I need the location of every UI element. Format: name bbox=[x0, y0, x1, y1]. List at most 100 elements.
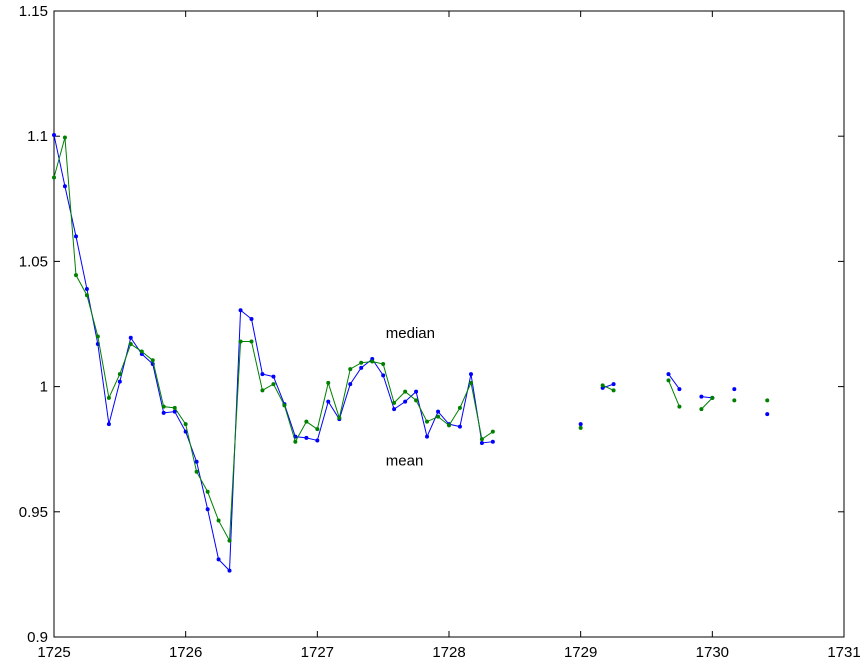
data-point bbox=[414, 389, 419, 394]
x-tick-label: 1730 bbox=[696, 644, 729, 661]
data-point bbox=[447, 423, 451, 428]
data-point bbox=[106, 422, 111, 427]
data-point bbox=[117, 372, 122, 377]
series-line bbox=[668, 373, 680, 390]
data-point bbox=[611, 382, 616, 387]
plot-frame bbox=[53, 10, 845, 638]
data-point bbox=[359, 365, 364, 370]
data-point bbox=[52, 132, 56, 137]
data-point bbox=[699, 394, 704, 399]
data-point bbox=[436, 409, 441, 414]
data-point bbox=[271, 382, 276, 387]
data-point bbox=[699, 407, 704, 412]
data-point bbox=[611, 388, 616, 393]
annotation-label: mean bbox=[386, 452, 424, 469]
y-tick-label: 1.1 bbox=[27, 128, 48, 145]
data-point bbox=[139, 349, 144, 354]
data-point bbox=[381, 373, 386, 378]
data-point bbox=[128, 342, 133, 347]
data-point bbox=[414, 398, 419, 403]
data-point bbox=[238, 308, 243, 313]
data-point bbox=[600, 383, 605, 388]
data-point bbox=[710, 395, 715, 400]
data-point bbox=[490, 429, 495, 434]
data-point bbox=[216, 518, 221, 523]
data-point bbox=[249, 316, 254, 321]
data-point bbox=[578, 425, 583, 430]
data-point bbox=[117, 379, 122, 384]
data-point bbox=[315, 438, 320, 443]
data-point bbox=[271, 374, 276, 379]
data-point bbox=[84, 286, 89, 291]
data-point bbox=[216, 557, 221, 562]
data-point bbox=[457, 405, 462, 410]
data-point bbox=[677, 404, 682, 409]
data-point bbox=[293, 439, 298, 444]
data-point bbox=[249, 339, 254, 344]
data-point bbox=[128, 335, 133, 340]
y-tick-label: 1.05 bbox=[19, 253, 48, 270]
data-point bbox=[194, 469, 199, 474]
data-point bbox=[732, 398, 737, 403]
data-point bbox=[205, 507, 210, 512]
data-point bbox=[425, 419, 430, 424]
data-point bbox=[578, 422, 583, 427]
data-point bbox=[150, 358, 155, 363]
data-point bbox=[677, 387, 682, 392]
x-tick-label: 1728 bbox=[432, 644, 465, 661]
data-point bbox=[732, 387, 737, 392]
data-point bbox=[479, 437, 484, 442]
data-point bbox=[403, 399, 408, 404]
data-point bbox=[52, 175, 56, 180]
data-point bbox=[304, 419, 309, 424]
data-point bbox=[161, 404, 166, 409]
data-point bbox=[73, 273, 78, 278]
data-point bbox=[468, 380, 473, 385]
data-point bbox=[359, 360, 364, 365]
data-point bbox=[403, 389, 408, 394]
data-point bbox=[315, 427, 320, 432]
data-point bbox=[62, 135, 67, 140]
data-point bbox=[62, 184, 67, 189]
x-tick-label: 1726 bbox=[169, 644, 202, 661]
data-point bbox=[95, 334, 100, 339]
data-point bbox=[238, 339, 243, 344]
series-1 bbox=[52, 135, 770, 543]
data-point bbox=[304, 435, 309, 440]
data-point bbox=[666, 372, 671, 377]
data-point bbox=[425, 434, 430, 439]
x-tick-label: 1725 bbox=[37, 644, 70, 661]
data-point bbox=[73, 234, 78, 239]
data-point bbox=[326, 399, 331, 404]
data-point bbox=[392, 400, 397, 405]
x-tick-label: 1727 bbox=[301, 644, 334, 661]
data-point bbox=[457, 424, 462, 429]
series-line bbox=[602, 384, 614, 391]
data-point bbox=[260, 388, 265, 393]
annotation-label: median bbox=[386, 325, 435, 342]
data-point bbox=[348, 367, 353, 372]
data-point bbox=[392, 407, 397, 412]
y-tick-label: 0.9 bbox=[27, 629, 48, 646]
data-point bbox=[282, 403, 287, 408]
data-point bbox=[172, 409, 177, 414]
data-point bbox=[666, 378, 671, 383]
y-tick-label: 1.15 bbox=[19, 3, 48, 20]
data-point bbox=[490, 439, 495, 444]
series-line bbox=[668, 380, 680, 407]
data-point bbox=[194, 459, 199, 464]
data-point bbox=[161, 410, 166, 415]
data-point bbox=[106, 395, 111, 400]
data-point bbox=[765, 412, 770, 417]
data-point bbox=[205, 489, 210, 494]
data-point bbox=[84, 293, 89, 298]
data-point bbox=[183, 422, 188, 427]
data-point bbox=[479, 440, 484, 445]
y-tick-label: 0.95 bbox=[19, 504, 48, 521]
data-point bbox=[172, 405, 177, 410]
data-point bbox=[227, 538, 232, 543]
data-point bbox=[468, 372, 473, 377]
series-line bbox=[701, 397, 713, 410]
x-tick-label: 1731 bbox=[827, 644, 860, 661]
data-point bbox=[348, 382, 353, 387]
